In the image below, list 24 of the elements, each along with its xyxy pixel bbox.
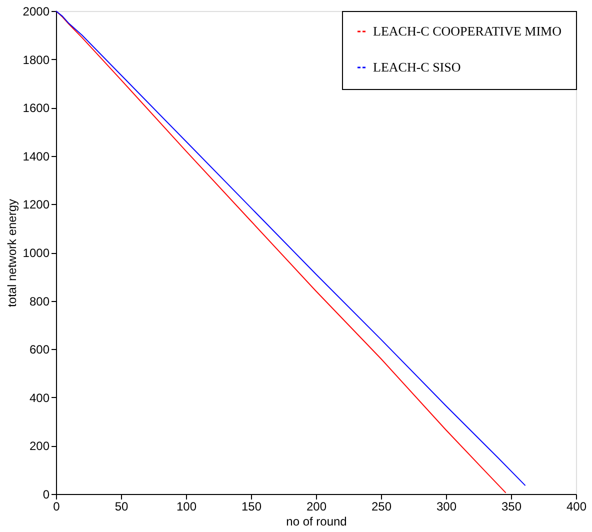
x-tick-label: 300 bbox=[436, 500, 457, 514]
y-tick-label: 2000 bbox=[22, 4, 50, 18]
x-tick-label: 400 bbox=[566, 500, 587, 514]
y-tick-label: 1000 bbox=[22, 246, 50, 260]
y-axis-title: total network energy bbox=[4, 198, 19, 308]
x-tick-label: 0 bbox=[53, 500, 60, 514]
x-tick-label: 100 bbox=[176, 500, 197, 514]
y-tick-label: 200 bbox=[29, 439, 50, 454]
x-tick-label: 150 bbox=[241, 500, 262, 514]
x-axis-title: no of round bbox=[286, 514, 347, 528]
y-tick-label: 1200 bbox=[22, 198, 50, 212]
x-tick-label: 350 bbox=[501, 500, 522, 514]
x-tick-label: 50 bbox=[114, 500, 128, 514]
legend-label: LEACH-C COOPERATIVE MIMO bbox=[373, 24, 562, 38]
y-tick-label: 0 bbox=[42, 488, 50, 502]
y-tick-label: 1600 bbox=[22, 101, 50, 116]
y-tick-label: 1400 bbox=[22, 149, 50, 164]
x-tick-label: 250 bbox=[371, 500, 392, 514]
x-tick-label: 200 bbox=[306, 500, 327, 514]
legend-label: LEACH-C SISO bbox=[373, 60, 461, 74]
y-tick-label: 400 bbox=[29, 390, 50, 405]
y-tick-label: 1800 bbox=[22, 52, 50, 67]
y-tick-label: 800 bbox=[29, 294, 50, 308]
y-tick-label: 600 bbox=[29, 342, 50, 357]
